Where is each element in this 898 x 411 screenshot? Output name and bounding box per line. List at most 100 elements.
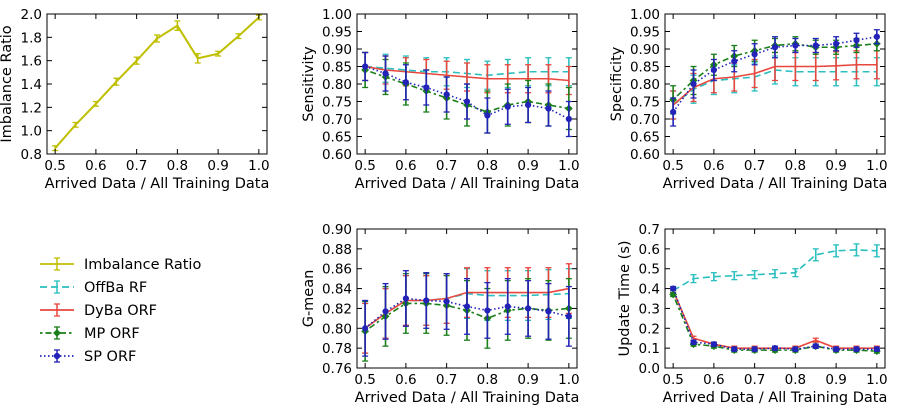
legend: Imbalance Ratio OffBa RF DyBa ORF MP ORF SP … (40, 257, 201, 365)
x-tick-label: 1.0 (248, 158, 269, 174)
y-tick-label: 1.8 (21, 30, 42, 46)
data-point (771, 44, 779, 51)
chart-1-series (52, 14, 262, 152)
x-tick-label: 0.5 (662, 158, 683, 174)
y-axis-label: Sensitivity (301, 46, 317, 122)
x-tick-label: 0.8 (167, 158, 188, 174)
data-point (545, 308, 552, 315)
legend-item-dyba-orf: DyBa ORF (40, 303, 157, 319)
x-tick-label: 0.5 (44, 158, 65, 174)
y-tick-label: 0.90 (322, 42, 352, 58)
x-tick-label: 0.8 (477, 158, 498, 174)
y-tick-label: 1.00 (322, 7, 352, 23)
data-point (463, 98, 471, 105)
x-tick-label: 0.9 (825, 158, 846, 174)
data-point (565, 313, 572, 320)
y-tick-label: 0.80 (322, 321, 352, 337)
data-point (382, 308, 389, 315)
x-tick-label: 0.5 (354, 158, 375, 174)
chart-4-series (361, 263, 573, 362)
data-point (853, 346, 860, 353)
y-tick-label: 0.1 (639, 341, 660, 357)
data-point (873, 33, 880, 40)
data-point (504, 103, 511, 110)
data-point (833, 40, 840, 47)
chart-2: 0.5 0.6 0.7 0.8 0.9 1.00.600.650.700.750.800.… (301, 7, 580, 192)
data-point (443, 298, 450, 305)
y-tick-label: 1.2 (21, 100, 42, 116)
y-tick-label: 1.00 (630, 7, 660, 23)
x-tick-label: 0.9 (517, 372, 538, 388)
x-tick-label: 0.6 (395, 372, 416, 388)
data-point (382, 70, 389, 77)
legend-item-mp-orf: MP ORF (40, 326, 140, 342)
y-axis-label: Specificity (609, 46, 625, 121)
chart-1: 0.5 0.6 0.7 0.8 0.9 1.0 0.8 1.0 1.2 1.4 1.6 1.8 2.0 A… (0, 7, 270, 192)
y-tick-label: 0.3 (639, 301, 660, 317)
y-tick-label: 0.75 (322, 95, 352, 111)
y-tick-label: 1.4 (21, 77, 42, 93)
legend-label: SP ORF (84, 349, 136, 365)
chart-3-series (669, 29, 881, 127)
y-tick-label: 0.95 (630, 25, 660, 41)
y-tick-label: 0.95 (322, 25, 352, 41)
x-tick-label: 1.0 (866, 158, 887, 174)
data-point (731, 346, 738, 353)
x-axis-label: Arrived Data / All Training Data (355, 390, 580, 406)
data-point (670, 108, 677, 116)
data-point (710, 341, 717, 348)
chart-4: 0.5 0.6 0.7 0.8 0.9 1.0 0.76 0.78 0.80 0.82 0.84 0.… (301, 222, 580, 406)
x-tick-label: 0.9 (517, 158, 538, 174)
y-tick-label: 0.76 (322, 361, 352, 377)
y-tick-label: 0.80 (322, 77, 352, 93)
data-point (423, 297, 430, 304)
data-point (362, 325, 369, 332)
data-point (812, 42, 819, 49)
y-tick-label: 0.65 (322, 130, 352, 146)
data-point (751, 51, 758, 58)
legend-label: OffBa RF (84, 280, 147, 296)
data-point (362, 63, 369, 70)
y-tick-label: 0.80 (630, 77, 660, 93)
y-tick-label: 0.85 (630, 60, 660, 76)
x-tick-label: 0.6 (85, 158, 106, 174)
x-axis-label: Arrived Data / All Training Data (663, 390, 888, 406)
data-point (443, 91, 450, 98)
legend-label: Imbalance Ratio (84, 257, 201, 273)
x-tick-label: 0.5 (354, 372, 375, 388)
y-tick-label: 0.78 (322, 341, 352, 357)
x-tick-label: 0.7 (744, 372, 765, 388)
y-tick-label: 0.4 (639, 282, 660, 298)
data-point (402, 79, 409, 86)
data-point (792, 346, 799, 353)
legend-item-imbalance-ratio: Imbalance Ratio (40, 257, 201, 273)
chart-5: 0.5 0.6 0.7 0.8 0.9 1.0 0.0 0.1 0.2 0.3 0.4 0.5 0.6 0… (617, 222, 888, 406)
legend-item-sp-orf: SP ORF (40, 349, 136, 365)
data-point (565, 115, 572, 123)
charts-layer: 0.5 0.6 0.7 0.8 0.9 1.0 0.8 1.0 1.2 1.4 1.6 1.8 2.0 A… (0, 7, 888, 406)
y-tick-label: 0.88 (322, 242, 352, 258)
y-tick-label: 0.0 (639, 361, 660, 377)
x-axis-label: Arrived Data / All Training Data (355, 176, 580, 192)
y-tick-label: 0.84 (322, 282, 352, 298)
y-tick-label: 0.60 (630, 147, 660, 163)
x-tick-label: 0.6 (703, 372, 724, 388)
legend-swatch-marker (53, 352, 61, 360)
data-point (812, 343, 819, 350)
y-tick-label: 0.2 (639, 321, 660, 337)
data-point (525, 305, 532, 312)
series-line-sp-orf (364, 65, 570, 120)
data-point (402, 295, 409, 302)
x-tick-label: 1.0 (866, 372, 887, 388)
y-tick-label: 0.70 (322, 112, 352, 128)
legend-label: MP ORF (84, 326, 140, 342)
data-point (751, 346, 758, 353)
x-tick-label: 0.7 (436, 158, 457, 174)
data-point (792, 42, 799, 49)
x-tick-label: 0.7 (126, 158, 147, 174)
data-point (833, 346, 840, 353)
y-tick-label: 1.0 (21, 124, 42, 140)
y-tick-label: 0.86 (322, 262, 352, 278)
y-tick-label: 0.75 (630, 95, 660, 111)
data-point (690, 339, 697, 346)
